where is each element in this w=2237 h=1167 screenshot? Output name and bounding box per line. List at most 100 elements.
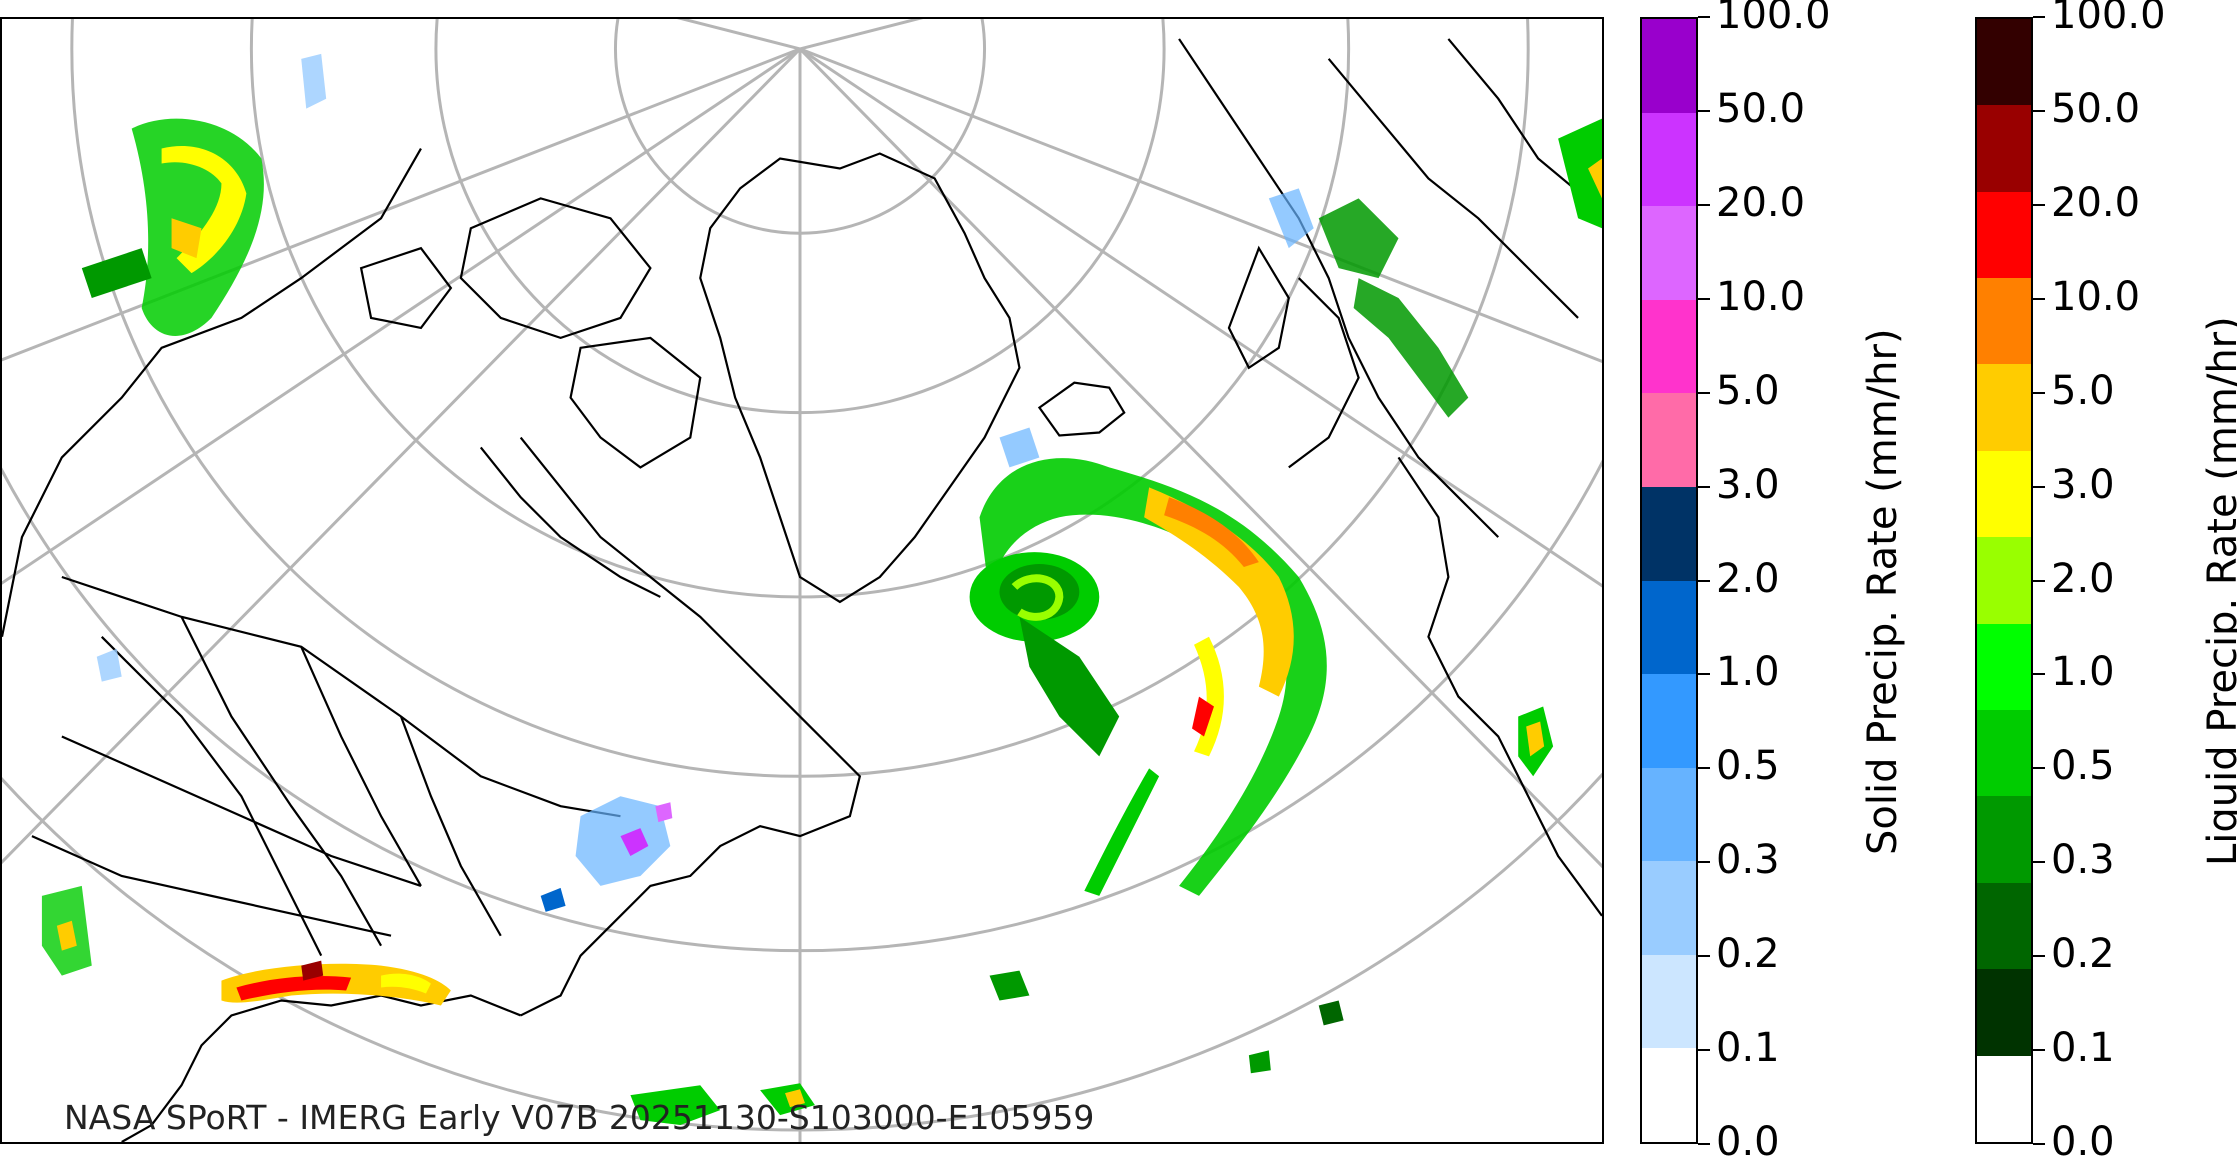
colorbar-segment bbox=[1977, 796, 2031, 883]
colorbar-segment bbox=[1977, 278, 2031, 365]
meridian-line bbox=[799, 47, 1602, 588]
colorbar-segment bbox=[1642, 299, 1696, 394]
colorbar-tick-label: 50.0 bbox=[2051, 85, 2141, 132]
colorbar-tick-label: 1.0 bbox=[2051, 649, 2115, 696]
colorbar-segment bbox=[1977, 105, 2031, 192]
baffin-island bbox=[569, 336, 702, 469]
colorbar-segment bbox=[1977, 537, 2031, 624]
colorbar-tick-label: 0.3 bbox=[2051, 837, 2115, 884]
state-border bbox=[100, 636, 323, 957]
precipitation-map bbox=[0, 17, 1604, 1144]
colorbar-tick bbox=[1698, 861, 1710, 864]
colorbar-tick-label: 3.0 bbox=[1716, 461, 1780, 508]
meridian-line bbox=[2, 47, 801, 585]
colorbar-tick bbox=[1698, 485, 1710, 488]
colorbar-segment bbox=[1977, 18, 2031, 106]
colorbar-tick bbox=[2033, 861, 2045, 864]
data-source-credit: NASA SPoRT - IMERG Early V07B 20251130-S… bbox=[64, 1098, 1095, 1137]
state-border bbox=[300, 646, 422, 887]
colorbar-tick bbox=[1698, 391, 1710, 394]
colorbar-tick-label: 3.0 bbox=[2051, 461, 2115, 508]
colorbar-segment bbox=[1977, 1055, 2031, 1142]
arctic-island bbox=[359, 246, 453, 330]
colorbar-segment bbox=[1642, 954, 1696, 1049]
colorbar-tick bbox=[2033, 673, 2045, 676]
colorbar-tick-label: 100.0 bbox=[1716, 0, 1831, 38]
colorbar-tick-label: 20.0 bbox=[1716, 179, 1806, 226]
meridian-line bbox=[2, 47, 802, 865]
colorbar-tick bbox=[2033, 767, 2045, 770]
colorbar-tick bbox=[1698, 767, 1710, 770]
graticule bbox=[2, 19, 1602, 1142]
colorbar-tick-label: 0.1 bbox=[2051, 1025, 2115, 1072]
colorbar-tick-label: 10.0 bbox=[1716, 273, 1806, 320]
colorbar-tick-label: 5.0 bbox=[2051, 367, 2115, 414]
map-canvas bbox=[2, 19, 1602, 1142]
scandinavia-coast bbox=[1447, 38, 1599, 210]
colorbar-tick-label: 5.0 bbox=[1716, 367, 1780, 414]
solid-precip-colorbar bbox=[1640, 17, 1698, 1144]
colorbar-segment bbox=[1977, 364, 2031, 451]
colorbar-tick-label: 20.0 bbox=[2051, 179, 2141, 226]
colorbar-tick bbox=[1698, 16, 1710, 18]
colorbar-tick bbox=[2033, 579, 2045, 582]
colorbar-tick-label: 0.0 bbox=[1716, 1119, 1780, 1165]
colorbar-tick-label: 2.0 bbox=[1716, 555, 1780, 602]
state-border bbox=[31, 835, 392, 937]
europe-border bbox=[1327, 58, 1579, 319]
colorbar-segment bbox=[1642, 19, 1696, 113]
colorbar-segment bbox=[1977, 710, 2031, 797]
colorbar-tick bbox=[2033, 109, 2045, 112]
coastlines bbox=[2, 38, 1602, 1142]
colorbar-segment bbox=[1642, 112, 1696, 207]
colorbar-tick bbox=[2033, 203, 2045, 206]
europe-coast bbox=[1178, 38, 1500, 538]
colorbar-segment bbox=[1642, 393, 1696, 487]
liquid-precip-colorbar bbox=[1975, 17, 2033, 1144]
colorbar-tick-label: 0.5 bbox=[2051, 743, 2115, 790]
state-border bbox=[180, 616, 383, 947]
colorbar-tick bbox=[1698, 579, 1710, 582]
colorbar-tick-label: 10.0 bbox=[2051, 273, 2141, 320]
colorbar-tick bbox=[2033, 297, 2045, 300]
colorbar-tick bbox=[2033, 955, 2045, 958]
colorbar-tick-label: 0.3 bbox=[1716, 837, 1780, 884]
liquid-precip-colorbar-title: Liquid Precip. Rate (mm/hr) bbox=[2200, 316, 2237, 866]
british-isles-coast bbox=[1288, 277, 1360, 469]
colorbar-tick bbox=[1698, 1143, 1710, 1145]
north-america-east-coast bbox=[519, 436, 862, 1017]
colorbar-tick-label: 2.0 bbox=[2051, 555, 2115, 602]
colorbar-segment bbox=[1642, 206, 1696, 300]
greenland-coast bbox=[699, 152, 1021, 604]
colorbar-segment bbox=[1977, 450, 2031, 538]
colorbar-tick bbox=[2033, 391, 2045, 394]
colorbar-segment bbox=[1642, 767, 1696, 862]
colorbar-segment bbox=[1642, 1048, 1696, 1142]
colorbar-segment bbox=[1642, 674, 1696, 768]
colorbar-segment bbox=[1977, 882, 2031, 970]
meridian-line bbox=[799, 47, 1602, 363]
colorbar-tick bbox=[2033, 1143, 2045, 1145]
colorbar-tick bbox=[2033, 16, 2045, 18]
colorbar-tick-label: 0.0 bbox=[2051, 1119, 2115, 1165]
colorbar-tick-label: 1.0 bbox=[1716, 649, 1780, 696]
arctic-island bbox=[459, 197, 652, 340]
colorbar-segment bbox=[1642, 486, 1696, 581]
colorbar-tick bbox=[1698, 109, 1710, 112]
iberia-africa-coast bbox=[1397, 456, 1602, 917]
colorbar-tick-label: 0.2 bbox=[1716, 931, 1780, 978]
hudson-bay-coast bbox=[479, 446, 661, 598]
colorbar-tick bbox=[1698, 203, 1710, 206]
solid-precip-colorbar-title: Solid Precip. Rate (mm/hr) bbox=[1860, 328, 1906, 855]
colorbar-tick-label: 0.2 bbox=[2051, 931, 2115, 978]
colorbar-segment bbox=[1977, 969, 2031, 1056]
colorbar-tick-label: 100.0 bbox=[2051, 0, 2166, 38]
colorbar-tick bbox=[1698, 673, 1710, 676]
precipitation-overlay bbox=[41, 53, 1602, 1126]
colorbar-tick-label: 0.1 bbox=[1716, 1025, 1780, 1072]
colorbar-tick bbox=[1698, 955, 1710, 958]
colorbar-tick-label: 50.0 bbox=[1716, 85, 1806, 132]
iceland-coast bbox=[1037, 381, 1126, 437]
colorbar-segment bbox=[1977, 191, 2031, 279]
north-america-northwest-coast bbox=[2, 147, 422, 638]
